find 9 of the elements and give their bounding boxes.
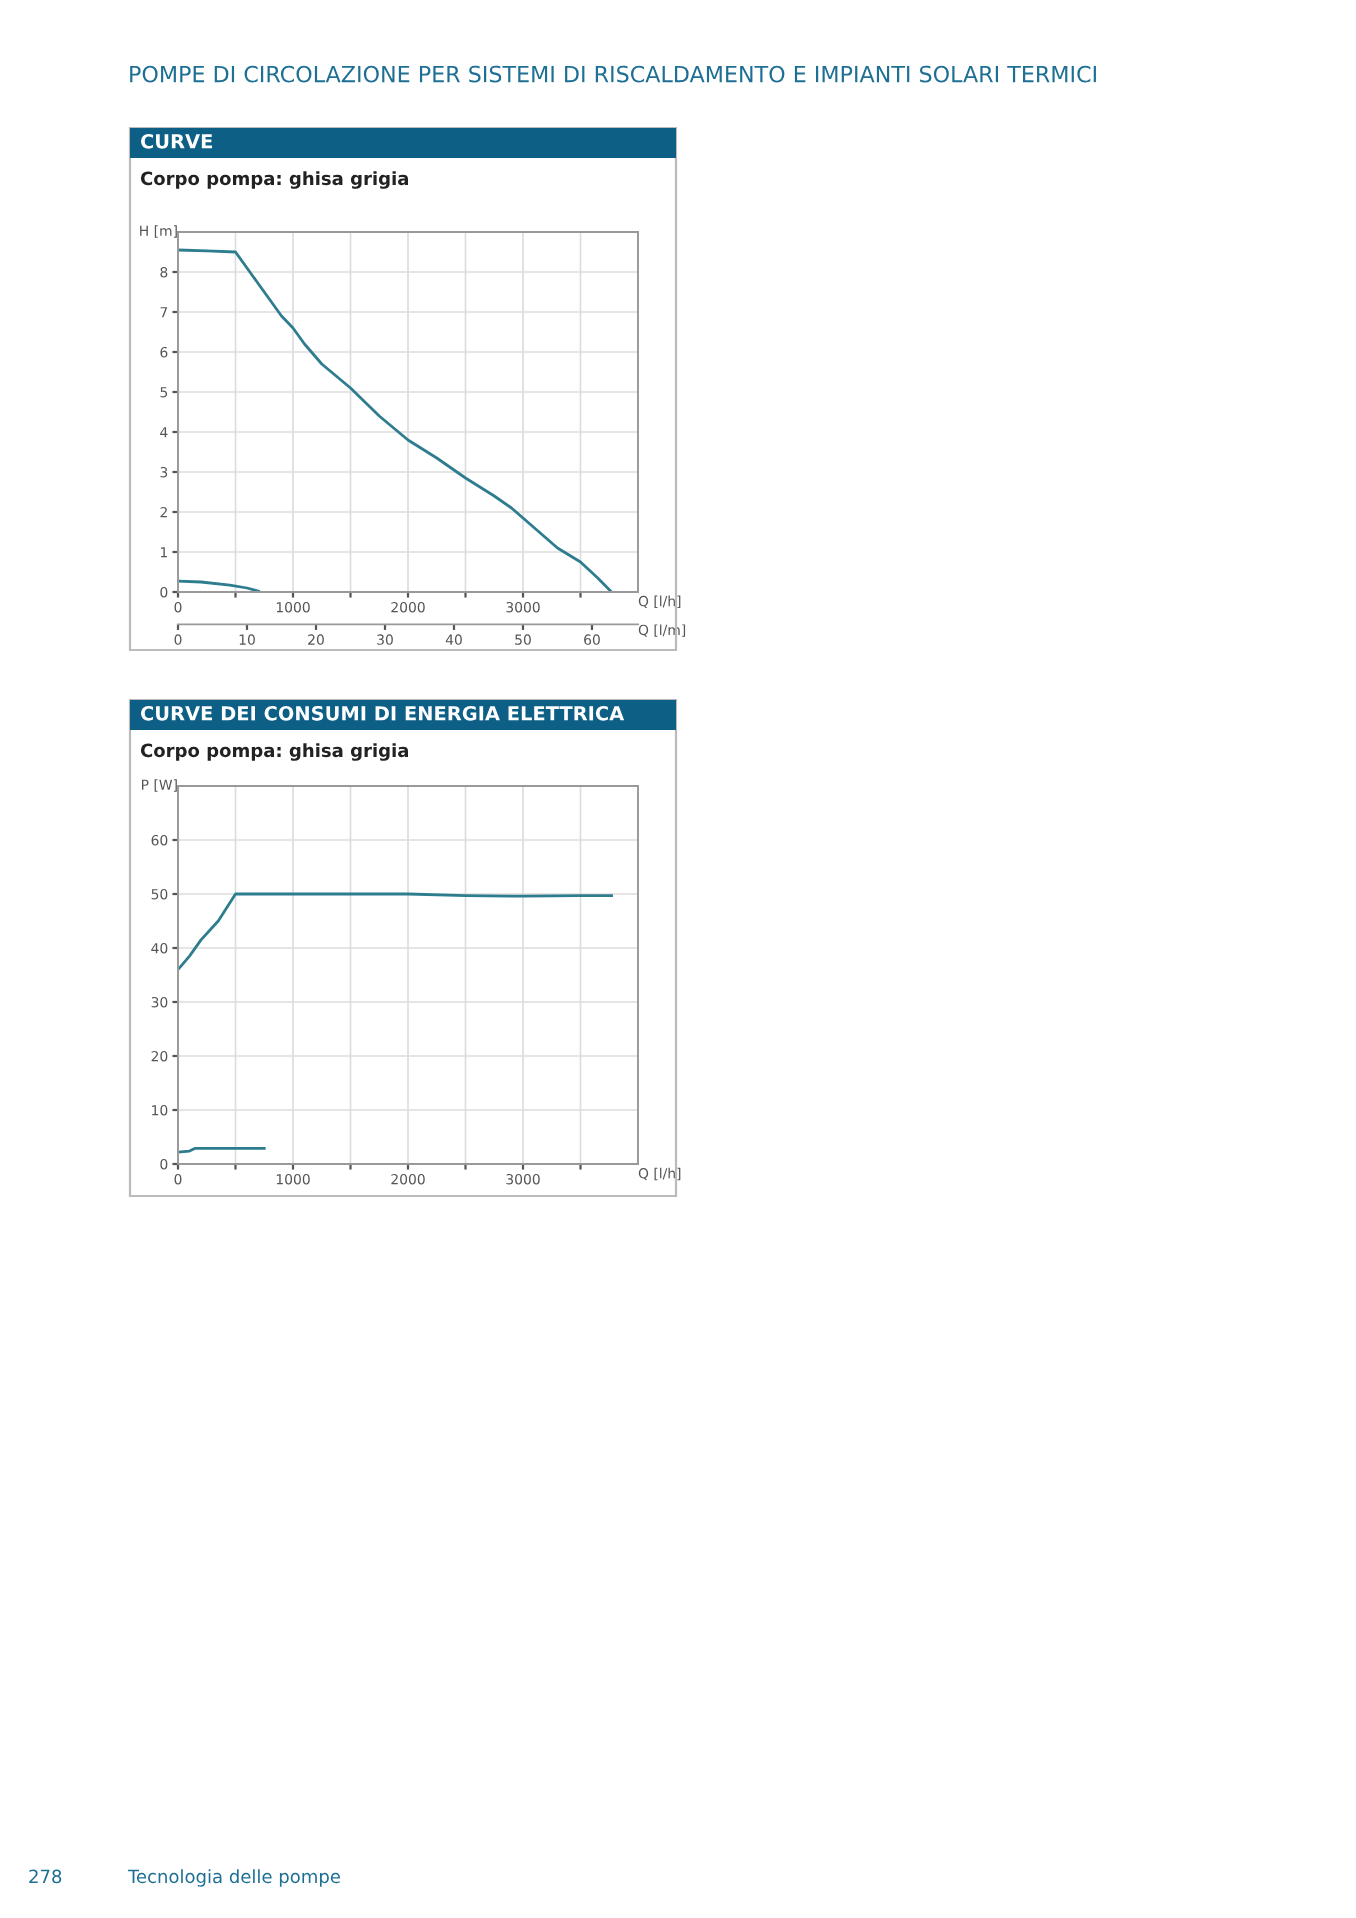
text: 278 <box>29 1869 62 1884</box>
line-series <box>178 892 613 971</box>
chart-title: CURVE <box>140 133 212 149</box>
text: Tecnologia delle pompe <box>127 1869 340 1887</box>
text: POMPE DI CIRCOLAZIONE PER SISTEMI DI RISCALDAMENTO E IMPIANTI SOLARI TERMICI <box>130 65 1096 83</box>
chart-subtitle: Corpo pompa: ghisa grigia <box>140 743 409 761</box>
chart-title: CURVE DEI CONSUMI DI ENERGIA ELETTRICA <box>140 705 625 721</box>
line-series <box>178 248 613 592</box>
chart-subtitle: Corpo pompa: ghisa grigia <box>140 171 409 189</box>
